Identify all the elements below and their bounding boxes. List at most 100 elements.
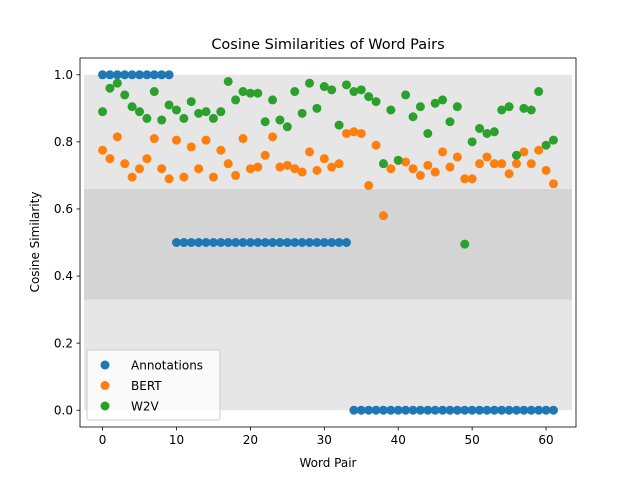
point-bert — [452, 152, 462, 162]
point-w2v — [460, 239, 470, 249]
point-annotations — [541, 405, 551, 415]
point-bert — [467, 174, 477, 184]
point-annotations — [489, 405, 499, 415]
point-bert — [157, 164, 167, 174]
point-annotations — [482, 405, 492, 415]
point-annotations — [112, 70, 122, 80]
point-w2v — [430, 98, 440, 108]
x-tick-label: 40 — [391, 433, 406, 447]
point-bert — [415, 170, 425, 180]
point-bert — [208, 172, 218, 182]
point-w2v — [268, 95, 278, 105]
y-tick-label: 0.2 — [54, 336, 73, 350]
point-w2v — [386, 105, 396, 115]
point-bert — [386, 164, 396, 174]
point-bert — [497, 159, 507, 169]
point-bert — [149, 134, 159, 144]
point-bert — [438, 147, 448, 157]
point-annotations — [438, 405, 448, 415]
point-w2v — [157, 115, 167, 125]
point-annotations — [149, 70, 159, 80]
point-w2v — [378, 159, 388, 169]
chart-title: Cosine Similarities of Word Pairs — [211, 37, 444, 53]
point-annotations — [305, 238, 315, 247]
point-annotations — [201, 238, 211, 247]
point-annotations — [216, 238, 226, 247]
point-annotations — [135, 70, 145, 80]
point-bert — [120, 159, 130, 169]
point-w2v — [186, 97, 196, 107]
data-points — [98, 70, 558, 415]
point-bert — [223, 159, 233, 169]
point-w2v — [305, 78, 315, 88]
point-w2v — [216, 107, 226, 117]
point-bert — [460, 174, 470, 184]
point-w2v — [548, 135, 558, 145]
y-tick-label: 0.6 — [54, 202, 73, 216]
point-w2v — [438, 95, 448, 105]
point-w2v — [504, 102, 514, 112]
point-annotations — [319, 238, 329, 247]
point-annotations — [164, 70, 174, 80]
point-w2v — [105, 83, 115, 93]
point-w2v — [290, 87, 300, 97]
x-tick-label: 10 — [169, 433, 184, 447]
point-bert — [548, 179, 558, 189]
point-annotations — [341, 238, 351, 247]
y-axis-label: Cosine Similarity — [28, 192, 42, 293]
point-annotations — [253, 238, 263, 247]
point-bert — [245, 164, 255, 174]
point-annotations — [238, 238, 248, 247]
point-bert — [534, 145, 544, 155]
legend-marker — [100, 401, 110, 411]
point-annotations — [297, 238, 307, 247]
point-bert — [445, 162, 455, 172]
point-w2v — [408, 112, 418, 122]
point-w2v — [98, 107, 108, 117]
point-w2v — [179, 113, 189, 123]
point-bert — [216, 145, 226, 155]
point-annotations — [98, 70, 108, 80]
x-tick-label: 0 — [99, 433, 107, 447]
point-annotations — [460, 405, 470, 415]
point-annotations — [171, 238, 181, 247]
point-annotations — [282, 238, 292, 247]
point-annotations — [445, 405, 455, 415]
point-annotations — [504, 405, 514, 415]
point-bert — [401, 157, 411, 167]
legend-label: BERT — [131, 379, 162, 393]
point-bert — [231, 170, 241, 180]
point-w2v — [282, 122, 292, 132]
point-bert — [98, 145, 108, 155]
point-annotations — [393, 405, 403, 415]
point-annotations — [526, 405, 536, 415]
point-w2v — [194, 108, 204, 118]
point-annotations — [231, 238, 241, 247]
point-w2v — [334, 120, 344, 130]
point-bert — [482, 152, 492, 162]
point-bert — [371, 140, 381, 150]
point-bert — [260, 150, 270, 160]
point-bert — [475, 159, 485, 169]
point-w2v — [356, 85, 366, 95]
point-w2v — [541, 140, 551, 150]
legend-marker — [100, 381, 110, 390]
point-annotations — [127, 70, 137, 80]
point-annotations — [290, 238, 300, 247]
plot-frame — [79, 57, 577, 428]
point-bert — [253, 162, 263, 172]
point-w2v — [142, 113, 152, 123]
point-w2v — [526, 105, 536, 115]
point-bert — [282, 160, 292, 170]
point-annotations — [327, 238, 337, 247]
point-bert — [541, 165, 551, 175]
point-w2v — [341, 80, 351, 90]
point-w2v — [238, 87, 248, 97]
point-bert — [275, 162, 285, 172]
point-w2v — [223, 76, 233, 86]
point-w2v — [467, 137, 477, 147]
y-tick-label: 0.8 — [54, 135, 73, 149]
point-bert — [179, 172, 189, 182]
point-w2v — [208, 113, 218, 123]
